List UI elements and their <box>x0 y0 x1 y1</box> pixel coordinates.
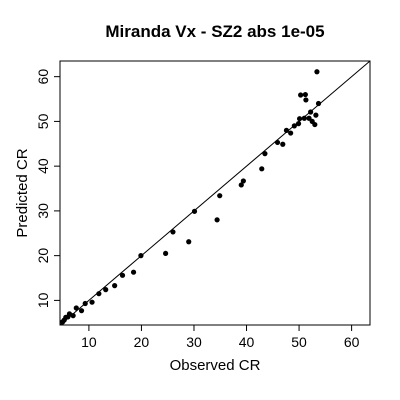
data-point <box>312 121 318 128</box>
data-point <box>163 250 169 257</box>
data-point <box>112 283 118 289</box>
data-point <box>217 193 223 199</box>
x-tick-label: 50 <box>291 334 307 350</box>
data-point <box>82 300 88 307</box>
data-point <box>291 123 297 129</box>
data-point <box>315 100 322 107</box>
data-point <box>296 116 303 122</box>
data-point <box>288 130 294 136</box>
x-tick-label: 10 <box>81 334 97 350</box>
data-point <box>78 308 85 314</box>
data-point <box>70 313 76 319</box>
x-axis: 10 20 30 40 50 60 <box>81 325 360 350</box>
x-tick-label: 30 <box>186 334 202 350</box>
data-point <box>314 69 320 75</box>
data-points <box>60 69 322 325</box>
data-point <box>96 291 102 297</box>
data-point <box>313 112 319 118</box>
data-point <box>306 115 312 121</box>
identity-line <box>59 60 371 326</box>
data-point <box>214 217 220 223</box>
data-point <box>238 182 244 188</box>
data-point <box>103 287 109 293</box>
y-axis-label: Predicted CR <box>14 148 31 237</box>
chart-title: Miranda Vx - SZ2 abs 1e-05 <box>105 22 324 41</box>
y-tick-label: 10 <box>35 292 51 308</box>
data-point <box>298 92 304 98</box>
y-tick-label: 30 <box>35 203 51 219</box>
data-point <box>191 208 198 214</box>
data-point <box>186 239 192 245</box>
data-point <box>73 305 79 311</box>
data-point <box>259 166 265 172</box>
data-point <box>240 178 246 184</box>
data-point <box>119 272 126 278</box>
data-point <box>170 229 176 235</box>
data-point <box>89 299 95 305</box>
x-tick-label: 20 <box>134 334 150 350</box>
y-tick-label: 20 <box>35 248 51 264</box>
data-point <box>303 97 309 103</box>
y-tick-label: 60 <box>35 69 51 85</box>
y-tick-label: 40 <box>35 158 51 174</box>
data-point <box>138 253 144 259</box>
data-point <box>274 139 281 146</box>
data-point <box>302 91 308 98</box>
data-point <box>283 127 290 133</box>
x-axis-label: Observed CR <box>170 357 261 374</box>
plot-frame <box>59 60 371 326</box>
data-point <box>301 115 307 121</box>
data-point <box>262 151 268 157</box>
x-tick-label: 60 <box>344 334 360 350</box>
data-point <box>280 141 286 147</box>
x-tick-label: 40 <box>239 334 255 350</box>
y-tick-label: 50 <box>35 113 51 129</box>
data-point <box>295 121 302 127</box>
data-point <box>308 109 314 115</box>
y-axis: 10 20 30 40 50 60 <box>35 69 60 308</box>
data-point <box>130 269 137 275</box>
